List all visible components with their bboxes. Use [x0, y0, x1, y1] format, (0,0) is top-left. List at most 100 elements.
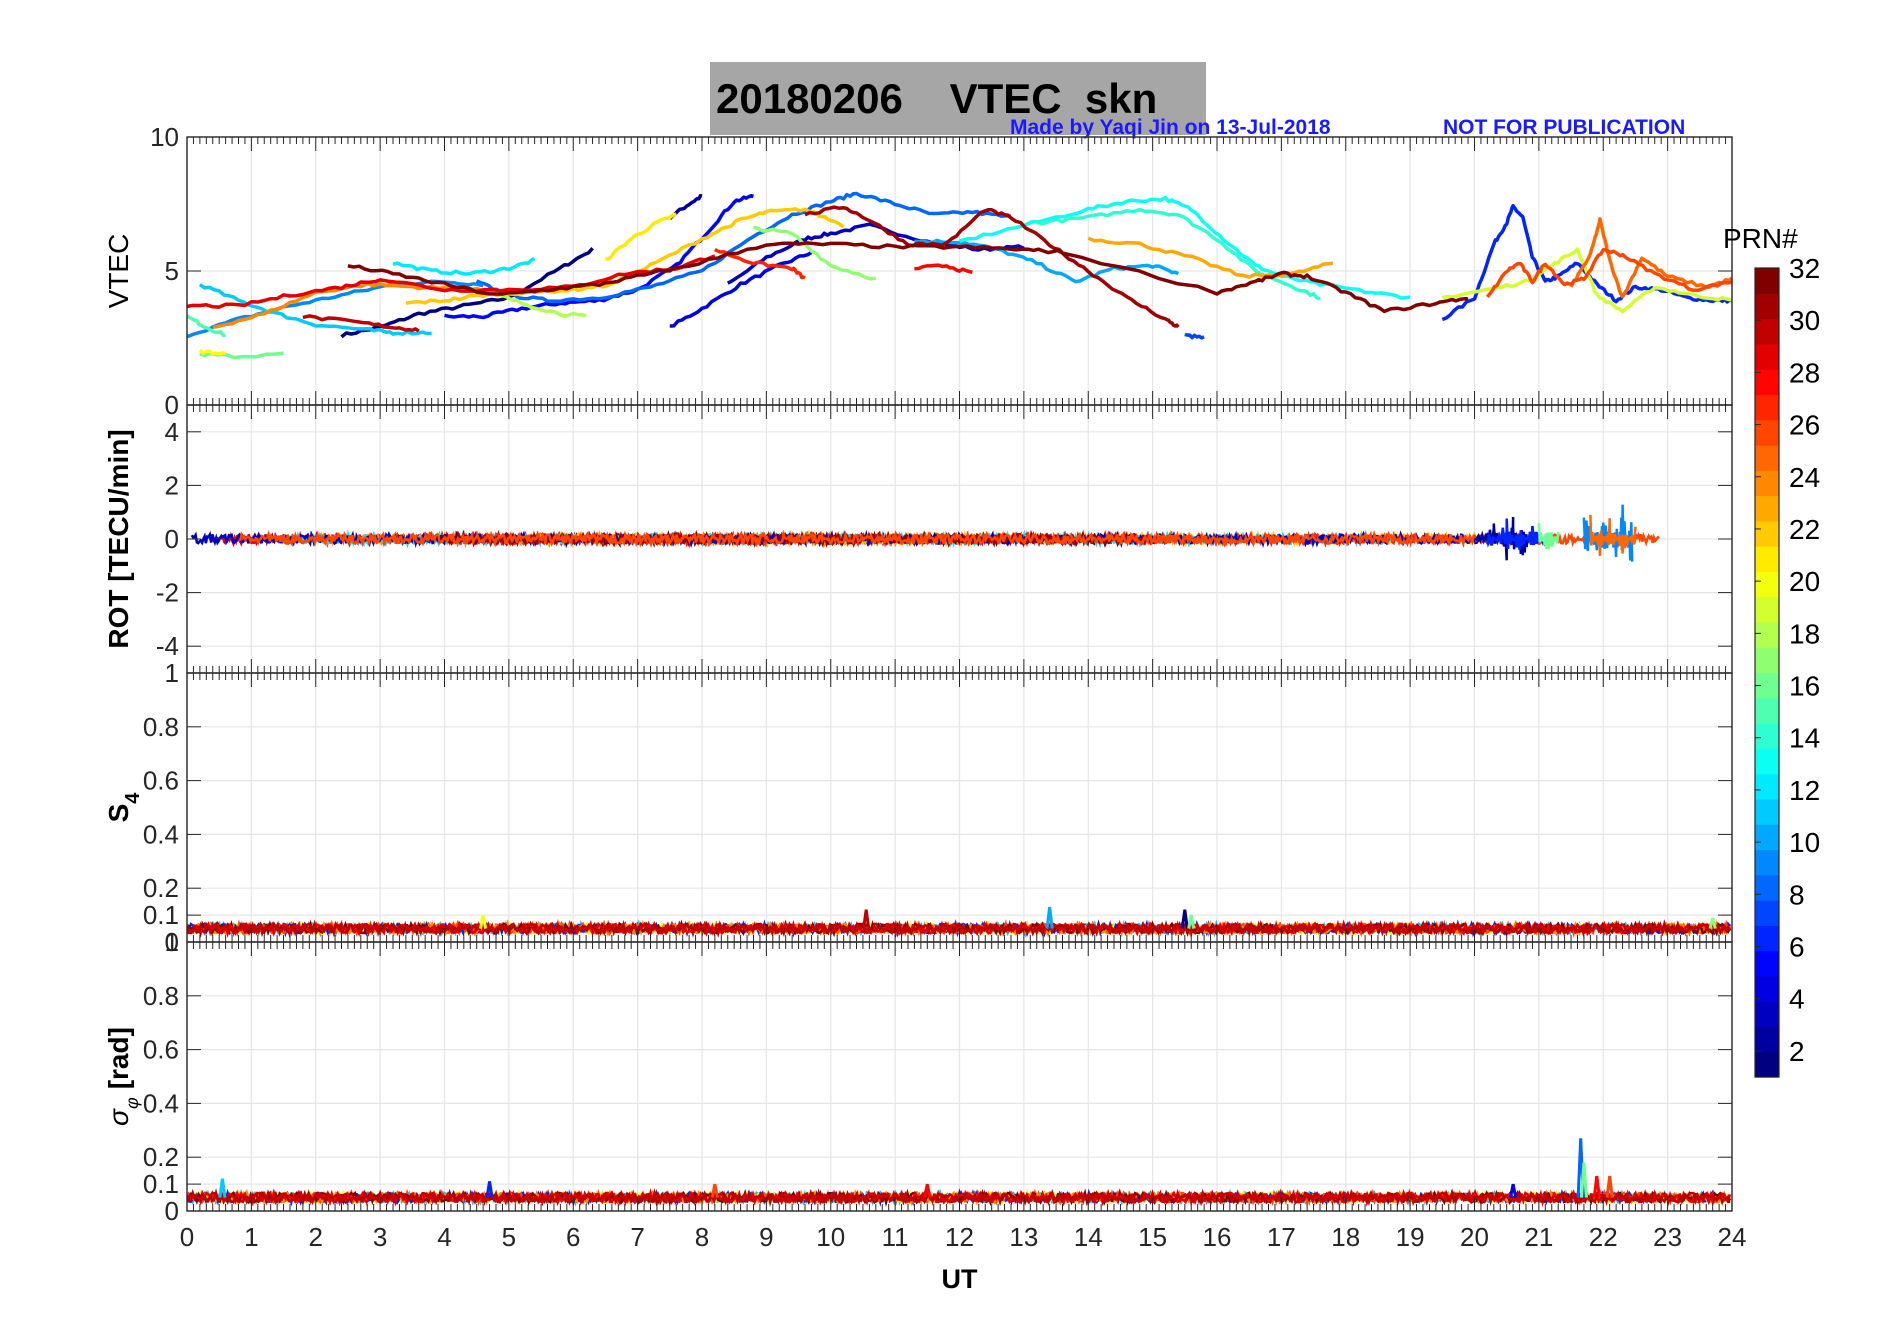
vtec-series-prn32 [347, 241, 1469, 314]
title-box [710, 62, 1206, 135]
colorbar-level [1755, 1001, 1779, 1028]
x-tick-label: 21 [1524, 1222, 1553, 1252]
vtec-series-prn28 [914, 263, 973, 274]
colorbar-level [1755, 723, 1779, 749]
x-tick-label: 16 [1203, 1222, 1232, 1252]
colorbar-level [1755, 293, 1779, 320]
colorbar-level [1755, 824, 1779, 851]
vtec-series-prn8 [475, 191, 1012, 304]
colorbar-level [1755, 596, 1779, 623]
colorbar-tick-label: 26 [1789, 410, 1820, 441]
credit-note: Made by Yaqi Jin on 13-Jul-2018 [1010, 116, 1331, 139]
x-tick-label: 3 [373, 1222, 387, 1252]
colorbar-tick-label: 8 [1789, 879, 1805, 910]
y-tick-label: 0.2 [143, 873, 179, 903]
rot-series-prn26 [238, 529, 1660, 549]
x-tick-label: 14 [1074, 1222, 1103, 1252]
vtec-series-prn14 [1036, 207, 1321, 301]
x-tick-label: 0 [180, 1222, 194, 1252]
plot-area [187, 191, 1732, 360]
x-tick-label: 22 [1589, 1222, 1618, 1252]
colorbar-level [1755, 697, 1779, 724]
vtec-series-prn27 [714, 248, 806, 280]
colorbar-level [1755, 798, 1779, 825]
y-tick-label: 0.2 [143, 1142, 179, 1172]
y-axis-label: S4 [103, 792, 144, 823]
title-product: VTEC skn [949, 75, 1158, 122]
figure-title: 20180206 VTEC skn [716, 74, 1157, 124]
x-tick-label: 8 [695, 1222, 709, 1252]
y-tick-label: 0.8 [143, 712, 179, 742]
plot-area [190, 504, 1660, 562]
colorbar-level [1755, 369, 1779, 396]
x-tick-label: 23 [1653, 1222, 1682, 1252]
panel-1: 0 5 10 VTEC [103, 122, 1733, 420]
plot-area [187, 1138, 1732, 1207]
scint-spike [710, 1183, 719, 1198]
colorbar-level [1755, 343, 1779, 370]
colorbar-level [1755, 318, 1779, 345]
x-tick-label: 15 [1138, 1222, 1167, 1252]
colorbar-level [1755, 520, 1779, 547]
vtec-series-prn31 [804, 205, 1180, 329]
y-tick-label: 0 [165, 390, 179, 420]
colorbar-tick-label: 28 [1789, 357, 1820, 388]
colorbar-level [1755, 647, 1779, 674]
y-tick-label: 0.4 [143, 819, 179, 849]
colorbar-tick-label: 12 [1789, 775, 1820, 806]
colorbar-tick-label: 4 [1789, 984, 1805, 1015]
x-tick-label: 12 [945, 1222, 974, 1252]
vtec-series-prn30 [302, 314, 420, 333]
y-tick-label: 2 [165, 470, 179, 500]
y-tick-label: 0.8 [143, 981, 179, 1011]
y-tick-label: 0.6 [143, 1035, 179, 1065]
y-tick-label: 0 [165, 524, 179, 554]
scint-spike [862, 909, 871, 929]
x-tick-label: 20 [1460, 1222, 1489, 1252]
colorbar-tick-label: 6 [1789, 932, 1805, 963]
x-tick-label: 11 [882, 1222, 909, 1252]
panel-3: 00.10.2 0.4 0.6 0.8 1 S4 [103, 658, 1733, 957]
scint-spike [1187, 914, 1196, 929]
scint-spike [1509, 1183, 1518, 1198]
colorbar-level [1755, 470, 1779, 497]
disclaimer-note: NOT FOR PUBLICATION [1443, 116, 1686, 139]
y-tick-label: 1 [165, 658, 179, 688]
colorbar-tick-label: 10 [1789, 827, 1820, 858]
colorbar-level [1755, 394, 1779, 421]
colorbar-tick-label: 20 [1789, 566, 1820, 597]
y-tick-label: 0 [165, 927, 179, 957]
colorbar-level [1755, 849, 1779, 876]
colorbar-level [1755, 950, 1779, 977]
x-tick-label: 5 [502, 1222, 516, 1252]
x-axis-label: UT [942, 1264, 978, 1294]
vtec-series-prn25 [1569, 217, 1732, 299]
scint-spike [1579, 1162, 1589, 1198]
vtec-series-prn10 [914, 238, 1180, 284]
vtec-series-prn26 [1486, 247, 1732, 298]
vtec-series-prn12 [392, 257, 536, 276]
x-tick-label: 2 [309, 1222, 323, 1252]
colorbar-level [1755, 571, 1779, 598]
colorbar-level [1755, 748, 1779, 775]
vtec-series-prn4 [669, 250, 813, 328]
title-date: 20180206 [716, 75, 903, 122]
colorbar-level [1755, 546, 1779, 572]
scint-spike [485, 1181, 494, 1198]
vtec-series-prn15 [187, 314, 226, 338]
y-tick-label: 0.6 [143, 766, 179, 796]
rot-disturbance-prn16 [1537, 523, 1560, 550]
y-axis-label: VTEC [103, 234, 134, 309]
vtec-series-prn29 [187, 254, 716, 309]
colorbar-level [1755, 444, 1779, 471]
x-tick-label: 19 [1396, 1222, 1425, 1252]
colorbar-tick-label: 14 [1789, 723, 1820, 754]
y-axis-label: ROT [TECU/min] [103, 429, 134, 648]
scint-spike [1708, 917, 1717, 929]
colorbar-tick-label: 18 [1789, 618, 1820, 649]
vtec-series-prn7 [1184, 332, 1205, 340]
colorbar-level [1755, 621, 1779, 648]
